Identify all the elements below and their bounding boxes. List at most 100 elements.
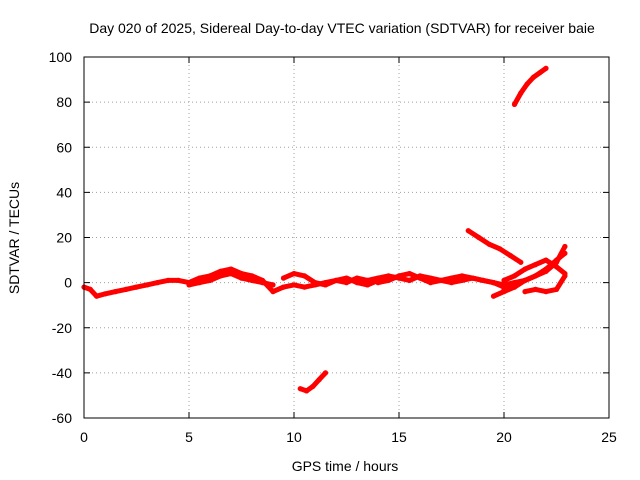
y-tick-label: 40: [56, 184, 72, 200]
data-point: [396, 273, 402, 279]
data-point: [249, 277, 255, 283]
data-point: [249, 273, 255, 279]
data-point: [448, 275, 455, 281]
data-point: [301, 284, 308, 290]
data-point: [518, 90, 524, 96]
data-point: [333, 277, 339, 283]
data-point: [532, 286, 539, 292]
data-point: [364, 282, 371, 288]
data-point: [259, 280, 266, 286]
data-point: [543, 266, 549, 272]
data-series: [81, 65, 568, 394]
data-point: [196, 280, 203, 286]
data-point: [112, 289, 119, 295]
data-point: [154, 280, 161, 286]
data-point: [532, 262, 539, 268]
data-point: [486, 241, 492, 247]
data-point: [133, 284, 140, 290]
data-point: [217, 268, 224, 274]
data-point: [553, 264, 560, 270]
y-axis-label: SDTVAR / TECUs: [6, 182, 22, 294]
data-point: [562, 250, 568, 256]
data-point: [270, 289, 276, 295]
y-tick-label: -20: [52, 320, 72, 336]
data-point: [123, 286, 129, 292]
data-point: [543, 65, 549, 71]
x-tick-label: 15: [391, 429, 407, 445]
x-tick-label: 20: [496, 429, 512, 445]
data-point: [196, 275, 203, 281]
data-point: [165, 277, 171, 283]
data-point: [459, 273, 465, 279]
data-point: [497, 246, 503, 252]
data-point: [553, 257, 560, 263]
data-point: [297, 386, 303, 392]
data-point: [562, 243, 568, 250]
data-point: [304, 388, 310, 394]
y-tick-label: 100: [49, 49, 73, 65]
data-point: [507, 252, 513, 259]
data-point: [87, 286, 93, 292]
data-point: [207, 277, 213, 283]
data-point: [530, 74, 537, 80]
data-point: [518, 259, 524, 265]
data-point: [280, 284, 287, 290]
data-point: [310, 383, 316, 389]
data-point: [476, 234, 482, 241]
data-point: [343, 275, 350, 281]
data-point: [322, 370, 329, 376]
x-tick-label: 10: [286, 429, 302, 445]
data-point: [448, 280, 455, 286]
data-point: [322, 282, 329, 288]
data-point: [94, 293, 100, 299]
x-axis-label: GPS time / hours: [292, 458, 399, 474]
data-point: [543, 289, 549, 295]
data-point: [543, 257, 549, 263]
data-point: [427, 280, 434, 286]
data-point: [524, 81, 530, 87]
data-point: [144, 282, 150, 288]
data-point: [270, 282, 276, 288]
data-point: [291, 271, 297, 277]
data-point: [375, 280, 381, 286]
x-tick-label: 0: [80, 429, 88, 445]
data-point: [406, 271, 413, 277]
data-point: [522, 277, 528, 283]
data-point: [291, 282, 297, 288]
data-point: [417, 275, 423, 281]
y-tick-label: 20: [56, 230, 72, 246]
data-point: [537, 70, 543, 76]
x-tick-label: 5: [185, 429, 193, 445]
data-point: [469, 275, 476, 281]
data-point: [312, 280, 318, 286]
data-point: [354, 280, 360, 286]
data-point: [238, 275, 245, 281]
series-secondary-trace-b: [281, 271, 381, 288]
data-point: [406, 277, 413, 283]
grid-lines: [84, 57, 609, 418]
data-point: [532, 273, 539, 279]
y-tick-label: -60: [52, 410, 72, 426]
y-tick-label: 0: [64, 275, 72, 291]
data-point: [228, 266, 234, 272]
data-point: [438, 277, 444, 283]
data-point: [228, 271, 234, 277]
data-point: [175, 277, 182, 283]
data-point: [501, 286, 507, 292]
data-point: [280, 275, 287, 281]
data-point: [385, 277, 392, 283]
data-point: [186, 282, 192, 288]
y-tick-label: 80: [56, 94, 72, 110]
data-point: [511, 101, 518, 107]
y-tick-label: 60: [56, 139, 72, 155]
data-point: [301, 273, 308, 279]
data-point: [522, 266, 528, 272]
y-tick-label: -40: [52, 365, 72, 381]
data-point: [217, 273, 224, 279]
data-point: [562, 273, 568, 279]
data-point: [316, 377, 322, 383]
data-point: [511, 273, 518, 279]
data-point: [553, 286, 560, 292]
data-point: [465, 228, 471, 234]
